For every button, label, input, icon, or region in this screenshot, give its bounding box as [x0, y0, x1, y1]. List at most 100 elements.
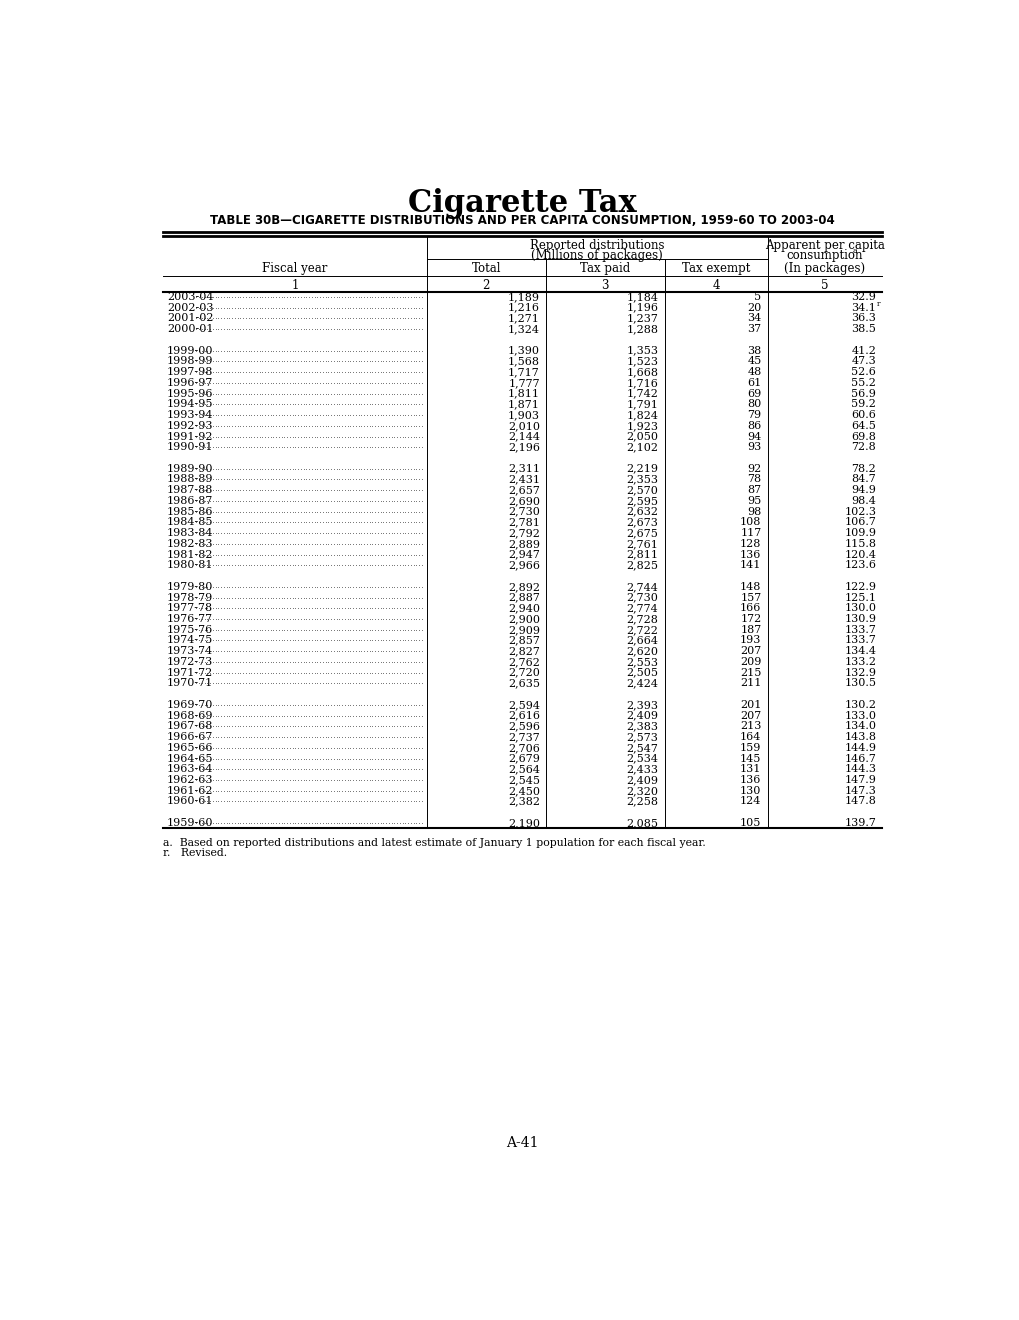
- Text: 1960-61: 1960-61: [167, 796, 213, 807]
- Text: 1,523: 1,523: [626, 356, 657, 367]
- Text: 2,900: 2,900: [507, 614, 539, 624]
- Text: Apparent per capita: Apparent per capita: [764, 239, 884, 252]
- Text: 2,433: 2,433: [626, 764, 657, 775]
- Text: 2,534: 2,534: [626, 754, 657, 763]
- Text: 2,382: 2,382: [507, 796, 539, 807]
- Text: 69: 69: [747, 388, 761, 399]
- Text: 157: 157: [740, 593, 761, 602]
- Text: 136: 136: [740, 549, 761, 560]
- Text: 134.4: 134.4: [844, 647, 875, 656]
- Text: 1983-84: 1983-84: [167, 528, 213, 539]
- Text: 209: 209: [740, 657, 761, 667]
- Text: 34.1: 34.1: [851, 302, 875, 313]
- Text: 2,144: 2,144: [507, 432, 539, 441]
- Text: 2,320: 2,320: [626, 785, 657, 796]
- Text: 86: 86: [747, 421, 761, 430]
- Text: 20: 20: [747, 302, 761, 313]
- Text: 172: 172: [740, 614, 761, 624]
- Text: 2,811: 2,811: [626, 549, 657, 560]
- Text: 128: 128: [740, 539, 761, 549]
- Text: 133.2: 133.2: [844, 657, 875, 667]
- Text: 2,219: 2,219: [626, 463, 657, 474]
- Text: 2,258: 2,258: [626, 796, 657, 807]
- Text: 1974-75: 1974-75: [167, 635, 213, 645]
- Text: 2,196: 2,196: [507, 442, 539, 453]
- Text: consumption: consumption: [786, 249, 862, 263]
- Text: 1,568: 1,568: [507, 356, 539, 367]
- Text: 1,742: 1,742: [626, 388, 657, 399]
- Text: 115.8: 115.8: [844, 539, 875, 549]
- Text: 87: 87: [747, 486, 761, 495]
- Text: 1994-95: 1994-95: [167, 400, 213, 409]
- Text: 1987-88: 1987-88: [167, 486, 213, 495]
- Text: 2,450: 2,450: [507, 785, 539, 796]
- Text: 41.2: 41.2: [851, 346, 875, 355]
- Text: 78.2: 78.2: [851, 463, 875, 474]
- Text: 207: 207: [740, 647, 761, 656]
- Text: 52.6: 52.6: [851, 367, 875, 378]
- Text: 2,620: 2,620: [626, 647, 657, 656]
- Text: 2,857: 2,857: [507, 635, 539, 645]
- Text: 2,505: 2,505: [626, 668, 657, 677]
- Text: 2,940: 2,940: [507, 603, 539, 614]
- Text: 94.9: 94.9: [851, 486, 875, 495]
- Text: 215: 215: [740, 668, 761, 677]
- Text: 1,716: 1,716: [626, 378, 657, 388]
- Text: 2,085: 2,085: [626, 818, 657, 828]
- Text: 1969-70: 1969-70: [167, 700, 213, 710]
- Text: 1,668: 1,668: [626, 367, 657, 378]
- Text: 141: 141: [740, 560, 761, 570]
- Text: 1982-83: 1982-83: [167, 539, 213, 549]
- Text: 2,190: 2,190: [507, 818, 539, 828]
- Text: 2,102: 2,102: [626, 442, 657, 453]
- Text: (In packages): (In packages): [784, 261, 865, 275]
- Text: 147.3: 147.3: [844, 785, 875, 796]
- Text: 159: 159: [740, 743, 761, 752]
- Text: 1988-89: 1988-89: [167, 474, 213, 484]
- Text: 1964-65: 1964-65: [167, 754, 213, 763]
- Text: 1966-67: 1966-67: [167, 733, 213, 742]
- Text: Cigarette Tax: Cigarette Tax: [408, 187, 637, 219]
- Text: 1999-00: 1999-00: [167, 346, 213, 355]
- Text: 1,324: 1,324: [507, 325, 539, 334]
- Text: 164: 164: [740, 733, 761, 742]
- Text: 2,383: 2,383: [626, 721, 657, 731]
- Text: 2,722: 2,722: [626, 624, 657, 635]
- Text: 1,216: 1,216: [507, 302, 539, 313]
- Text: 147.9: 147.9: [844, 775, 875, 785]
- Text: 48: 48: [747, 367, 761, 378]
- Text: 2: 2: [482, 279, 489, 292]
- Text: 1970-71: 1970-71: [167, 678, 213, 689]
- Text: 2,892: 2,892: [507, 582, 539, 591]
- Text: (Millions of packages): (Millions of packages): [531, 249, 662, 263]
- Text: 1962-63: 1962-63: [167, 775, 213, 785]
- Text: 1,777: 1,777: [507, 378, 539, 388]
- Text: 2,545: 2,545: [507, 775, 539, 785]
- Text: 1973-74: 1973-74: [167, 647, 213, 656]
- Text: 106.7: 106.7: [844, 517, 875, 528]
- Text: 2,409: 2,409: [626, 710, 657, 721]
- Text: 130: 130: [740, 785, 761, 796]
- Text: 84.7: 84.7: [851, 474, 875, 484]
- Text: 56.9: 56.9: [851, 388, 875, 399]
- Text: 1979-80: 1979-80: [167, 582, 213, 591]
- Text: 2,553: 2,553: [626, 657, 657, 667]
- Text: 2,594: 2,594: [507, 700, 539, 710]
- Text: 1980-81: 1980-81: [167, 560, 213, 570]
- Text: 1992-93: 1992-93: [167, 421, 213, 430]
- Text: 130.2: 130.2: [844, 700, 875, 710]
- Text: 79: 79: [747, 411, 761, 420]
- Text: 2,675: 2,675: [626, 528, 657, 539]
- Text: 1,717: 1,717: [507, 367, 539, 378]
- Text: 2,547: 2,547: [626, 743, 657, 752]
- Text: 1,791: 1,791: [626, 400, 657, 409]
- Text: 2,616: 2,616: [507, 710, 539, 721]
- Text: 2,673: 2,673: [626, 517, 657, 528]
- Text: 4: 4: [711, 279, 719, 292]
- Text: 2,679: 2,679: [507, 754, 539, 763]
- Text: 132.9: 132.9: [844, 668, 875, 677]
- Text: 2,431: 2,431: [507, 474, 539, 484]
- Text: 130.0: 130.0: [844, 603, 875, 614]
- Text: 1,353: 1,353: [626, 346, 657, 355]
- Text: 1,811: 1,811: [507, 388, 539, 399]
